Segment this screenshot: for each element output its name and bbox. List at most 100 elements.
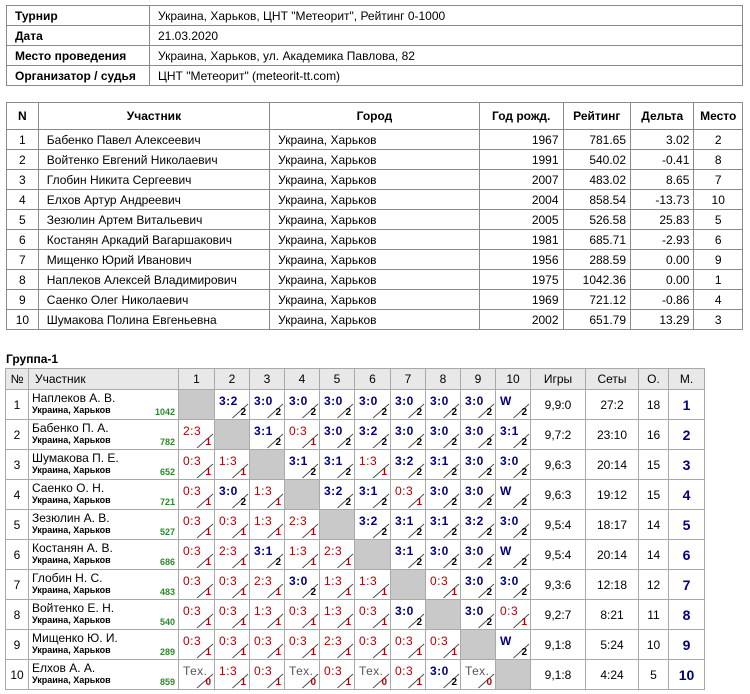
player-name: Наплеков А. В. — [32, 391, 116, 405]
match-score: 3:0 — [465, 544, 484, 558]
match-score: 0:3 — [219, 514, 238, 528]
match-score: 3:1 — [324, 454, 343, 468]
match-result-cell: 1:3 1 — [354, 449, 391, 480]
match-score: 2:3 — [289, 514, 308, 528]
match-result: 0:3 1 — [496, 600, 530, 629]
participant-cell: 8 — [693, 149, 743, 170]
match-score: 1:3 — [359, 574, 378, 588]
participants-header: Участник — [37, 102, 271, 130]
diagonal-slash — [372, 673, 390, 689]
diagonal-slash — [232, 493, 249, 509]
match-result: 3:0 2 — [426, 390, 460, 419]
diagonal-slash — [513, 643, 530, 659]
player-name: Елхов А. А. — [32, 661, 96, 675]
match-result-cell: 0:3 1 — [354, 599, 391, 630]
match-points: 1 — [416, 497, 422, 508]
match-result-cell: 3:2 2 — [214, 389, 250, 420]
match-result-cell: 1:3 1 — [319, 599, 355, 630]
participant-cell: Глобин Никита Сергеевич — [37, 169, 271, 190]
player-cell: Наплеков А. В. Украина, Харьков 1042 — [28, 389, 179, 420]
match-points: 1 — [275, 677, 281, 688]
match-score: Тех. — [359, 664, 384, 678]
match-points: 2 — [416, 407, 422, 418]
row-number: 4 — [5, 479, 29, 510]
player-name: Шумакова П. Е. — [32, 451, 119, 465]
match-result-cell: 2:3 1 — [249, 569, 285, 600]
player-city: Украина, Харьков — [32, 465, 111, 475]
games-cell: 9,5:4 — [530, 539, 586, 570]
match-result-cell: 0:3 1 — [249, 659, 285, 690]
match-result-cell: 3:2 2 — [354, 509, 391, 540]
games-cell: 9,9:0 — [530, 389, 586, 420]
match-points: 1 — [345, 617, 351, 628]
diagonal-slash — [302, 433, 319, 449]
participant-row: 10 Шумакова Полина Евгеньевна Украина, Хар… — [6, 309, 743, 330]
match-score: 0:3 — [183, 514, 202, 528]
match-result: 3:2 2 — [355, 420, 390, 449]
participant-cell: 1981 — [478, 229, 564, 250]
match-result: 0:3 1 — [426, 570, 460, 599]
match-result-cell: 3:1 2 — [390, 509, 426, 540]
match-points: 1 — [205, 557, 211, 568]
player-name: Войтенко Е. Н. — [32, 601, 115, 615]
diagonal-slash — [443, 493, 460, 509]
place-cell: 3 — [668, 449, 705, 480]
match-points: 2 — [310, 587, 316, 598]
diagonal-slash — [408, 493, 425, 509]
grid-header-col: 6 — [354, 368, 391, 390]
games-cell: 9,1:8 — [530, 629, 586, 660]
diagonal-slash — [232, 463, 249, 479]
participant-cell: Наплеков Алексей Владимирович — [37, 269, 271, 290]
match-result: 2:3 1 — [215, 540, 249, 569]
match-points: 2 — [416, 467, 422, 478]
match-result: 0:3 1 — [285, 420, 319, 449]
participant-cell: 2002 — [478, 309, 564, 330]
diagonal-slash — [443, 583, 460, 599]
match-result: 3:0 2 — [461, 540, 495, 569]
match-result: 0:3 1 — [285, 630, 319, 659]
diagonal-slash — [196, 433, 214, 449]
match-score: 0:3 — [219, 574, 238, 588]
match-points: 2 — [275, 437, 281, 448]
participant-row: 9 Саенко Олег Николаевич Украина, Харьков 1… — [6, 289, 743, 310]
match-points: 2 — [275, 407, 281, 418]
diagonal-slash — [408, 463, 425, 479]
player-name: Саенко О. Н. — [32, 481, 105, 495]
self-cell — [460, 629, 496, 660]
match-points: 2 — [521, 647, 527, 658]
match-result-cell: 2:3 1 — [214, 539, 250, 570]
match-score: 0:3 — [289, 424, 308, 438]
match-points: 2 — [451, 527, 457, 538]
player-city: Украина, Харьков — [32, 645, 111, 655]
participant-cell: 3.02 — [630, 129, 695, 150]
participant-cell: Саенко Олег Николаевич — [37, 289, 271, 310]
match-score: W — [500, 634, 512, 648]
match-result-cell: 3:0 2 — [390, 389, 426, 420]
match-points: 1 — [275, 527, 281, 538]
participant-cell: Шумакова Полина Евгеньевна — [37, 309, 271, 330]
info-row: Турнир Украина, Харьков, ЦНТ "Метеорит", … — [6, 5, 743, 26]
participant-cell: 3 — [6, 169, 39, 190]
participant-cell: 0.00 — [630, 249, 695, 270]
match-score: 0:3 — [183, 484, 202, 498]
games-cell: 9,5:4 — [530, 509, 586, 540]
match-points: 2 — [451, 557, 457, 568]
match-points: 2 — [451, 467, 457, 478]
match-score: 3:0 — [465, 394, 484, 408]
match-score: 1:3 — [324, 574, 343, 588]
match-points: 2 — [521, 557, 527, 568]
player-rating: 1042 — [154, 407, 175, 417]
group-results-table: № Участник 1 2 3 4 5 6 7 8 9 10 Игры Сеты О. М. 1 Наплек… — [5, 368, 705, 690]
match-score: 3:0 — [465, 424, 484, 438]
match-points: 1 — [205, 437, 211, 448]
place-cell: 7 — [668, 569, 705, 600]
match-points: 2 — [486, 437, 492, 448]
diagonal-slash — [372, 463, 390, 479]
participant-row: 4 Елхов Артур Андреевич Украина, Харьков 20… — [6, 189, 743, 210]
match-score: 3:0 — [465, 454, 484, 468]
player-city: Украина, Харьков — [32, 675, 111, 685]
grid-header-col: 5 — [319, 368, 355, 390]
match-result: 3:0 2 — [391, 390, 425, 419]
match-result: 3:2 2 — [320, 480, 354, 509]
diagonal-slash — [302, 463, 319, 479]
